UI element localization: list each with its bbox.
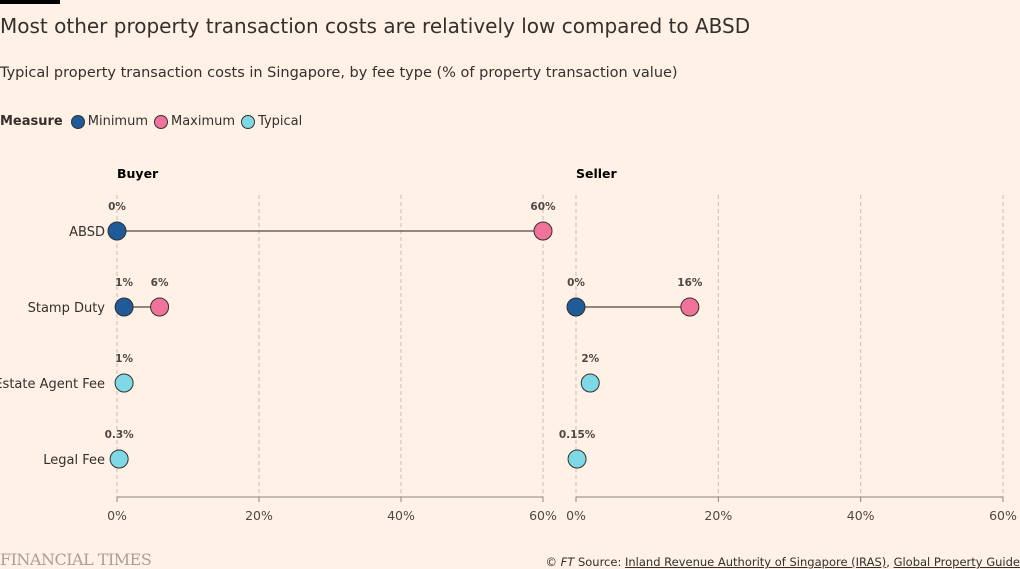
- legend-item-maximum: Maximum: [154, 114, 235, 129]
- panel-title: Seller: [576, 166, 618, 181]
- legend-item-minimum: Minimum: [70, 114, 148, 129]
- typical-dot: [109, 449, 129, 469]
- tick-label: 60%: [529, 508, 557, 523]
- dot-range-chart: ABSD Stamp Duty Estate Agent Fee Legal Fee B…: [0, 166, 1017, 523]
- source-sep: ,: [886, 555, 894, 569]
- category-label: Stamp Duty: [28, 301, 106, 316]
- min-dot: [114, 297, 134, 317]
- brand-bar: [0, 0, 60, 4]
- min-data-label: 1%: [115, 277, 133, 289]
- typical-data-label: 2%: [581, 353, 599, 365]
- tick-label: 0%: [107, 508, 127, 523]
- legend-swatch-maximum: [154, 114, 168, 129]
- source-link-gpg[interactable]: Global Property Guide: [893, 555, 1020, 569]
- tick-label: 40%: [387, 508, 415, 523]
- legend-label: Measure: [0, 114, 63, 129]
- max-dot: [680, 297, 700, 317]
- chart-subtitle: Typical property transaction costs in Si…: [0, 65, 678, 81]
- chart-title: Most other property transaction costs ar…: [0, 14, 751, 38]
- min-dot: [107, 221, 127, 241]
- legend-swatch-typical: [241, 114, 256, 129]
- typical-dot: [580, 373, 600, 393]
- legend-text-maximum: Maximum: [171, 114, 236, 129]
- category-label: Legal Fee: [43, 453, 105, 468]
- typical-dot: [567, 449, 587, 469]
- max-data-label: 60%: [530, 201, 556, 213]
- legend-swatch-minimum: [70, 114, 85, 129]
- typical-data-label: 0.3%: [105, 429, 135, 441]
- typical-dot: [114, 373, 134, 393]
- tick-label: 40%: [847, 508, 875, 523]
- typical-data-label: 1%: [115, 353, 133, 365]
- legend: Measure Minimum Maximum Typical: [0, 114, 308, 129]
- source-note: © FT Source: Inland Revenue Authority of…: [546, 555, 1020, 569]
- legend-text-minimum: Minimum: [87, 114, 148, 129]
- tick-label: 0%: [566, 508, 586, 523]
- legend-item-typical: Typical: [241, 114, 302, 129]
- max-dot: [533, 221, 553, 241]
- legend-text-typical: Typical: [258, 114, 303, 129]
- category-label: ABSD: [69, 225, 105, 240]
- source-link-iras[interactable]: Inland Revenue Authority of Singapore (I…: [624, 555, 887, 569]
- tick-label: 20%: [245, 508, 273, 523]
- max-dot: [150, 297, 170, 317]
- min-data-label: 0%: [108, 201, 126, 213]
- max-data-label: 6%: [151, 277, 169, 289]
- category-label: Estate Agent Fee: [0, 377, 105, 392]
- tick-label: 20%: [704, 508, 732, 523]
- typical-data-label: 0.15%: [559, 429, 596, 441]
- min-dot: [566, 297, 586, 317]
- tick-label: 60%: [989, 508, 1017, 523]
- panel-title: Buyer: [117, 166, 159, 181]
- ft-logo: FINANCIAL TIMES: [0, 550, 152, 569]
- ft-text: FT: [560, 555, 575, 569]
- copyright-text: ©: [545, 555, 561, 569]
- source-prefix: Source:: [574, 555, 625, 569]
- min-data-label: 0%: [567, 277, 585, 289]
- max-data-label: 16%: [677, 277, 703, 289]
